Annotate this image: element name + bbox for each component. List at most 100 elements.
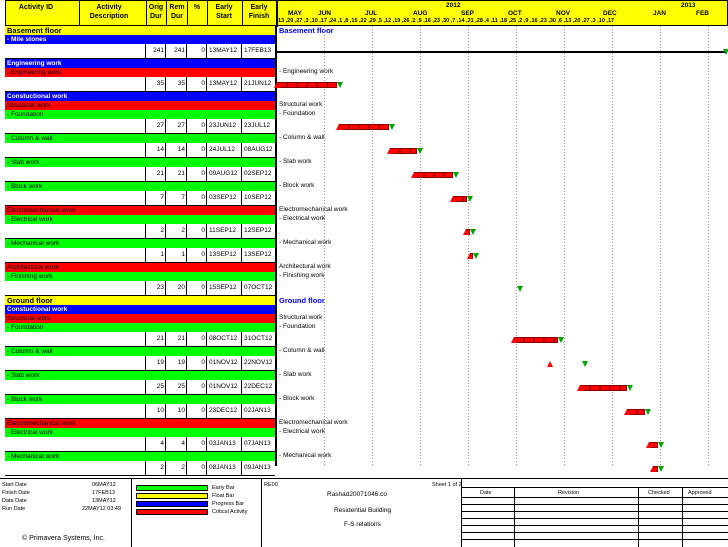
group-band[interactable]: - Engineering work: [5, 68, 275, 77]
header-rem-dur[interactable]: Rem Dur: [169, 4, 185, 20]
report-code: RE00: [264, 482, 278, 488]
legend-early-bar: Early Bar: [212, 485, 235, 491]
group-band[interactable]: - Electrical work: [5, 428, 275, 437]
activity-row[interactable]: 25 25 0 01NOV12 22DEC12: [5, 380, 275, 395]
group-band[interactable]: - Mechanical work: [5, 452, 275, 461]
cell-start: 01NOV12: [209, 359, 238, 366]
cell-pct: 0: [201, 284, 205, 291]
activity-row[interactable]: 2 2 0 11SEP12 12SEP12: [5, 224, 275, 239]
header-orig-dur[interactable]: Orig Dur: [148, 4, 164, 20]
activity-row[interactable]: 19 19 0 01NOV12 22NOV12: [5, 356, 275, 371]
header-month: AUG: [413, 10, 428, 17]
cell-rem: 25: [177, 383, 185, 390]
group-band[interactable]: Ground floor: [5, 296, 275, 305]
cell-pct: 0: [201, 47, 205, 54]
cell-start: 03SEP12: [209, 194, 237, 201]
cell-start: 13MAY12: [209, 47, 238, 54]
activity-row[interactable]: 23 20 0 15SEP12 07OCT12: [5, 281, 275, 296]
legend: Early Bar Float Bar Progress Bar Critica…: [132, 479, 262, 547]
run-date-label: Run Date: [2, 506, 26, 512]
group-band[interactable]: - Block work: [5, 395, 275, 404]
header-month: OCT: [508, 10, 522, 17]
gantt-group-label: Structural work: [279, 101, 323, 108]
group-band[interactable]: - Slab work: [5, 371, 275, 380]
gantt-group-label: Basement floor: [279, 26, 334, 35]
gantt-chart[interactable]: Basement floor - Engineering work Structur…: [274, 26, 728, 472]
group-band[interactable]: - Electrical work: [5, 215, 275, 224]
critical-bar[interactable]: [339, 124, 389, 130]
cell-finish: 02SEP12: [244, 170, 272, 177]
finish-triangle: [389, 124, 395, 130]
group-band[interactable]: Basement floor: [5, 26, 275, 35]
critical-bar[interactable]: [580, 385, 627, 391]
header-early-finish[interactable]: Early Finish: [248, 4, 270, 20]
cell-finish: 02JAN13: [244, 407, 271, 414]
header-pct[interactable]: %: [193, 4, 201, 11]
cell-finish: 09JAN13: [244, 464, 271, 471]
milestone-line[interactable]: [277, 51, 726, 53]
group-band[interactable]: - Foundation: [5, 110, 275, 119]
activity-row[interactable]: 4 4 0 03JAN13 07JAN13: [5, 437, 275, 452]
group-band[interactable]: - Mile stones: [5, 35, 275, 44]
cell-finish: 13SEP12: [244, 251, 272, 258]
start-triangle: [463, 229, 469, 235]
cell-start: 09AUG12: [209, 170, 238, 177]
group-band[interactable]: - Column & wall: [5, 134, 275, 143]
finish-triangle: [453, 172, 459, 178]
critical-bar[interactable]: [277, 82, 337, 88]
activity-row[interactable]: 27 27 0 23JUN12 23JUL12: [5, 119, 275, 134]
group-band[interactable]: Electromechanical work: [5, 206, 275, 215]
group-band[interactable]: Constuctional work: [5, 305, 275, 314]
gantt-group-label: - Foundation: [279, 110, 316, 117]
activity-row[interactable]: 14 14 0 24JUL12 08AUG12: [5, 143, 275, 158]
critical-bar[interactable]: [390, 148, 417, 154]
finish-triangle: [627, 385, 633, 391]
cell-start: 01NOV12: [209, 383, 238, 390]
group-band[interactable]: - Mechanical work: [5, 239, 275, 248]
group-band[interactable]: Constuctional work: [5, 92, 275, 101]
group-band[interactable]: Structural work: [5, 314, 275, 323]
group-band[interactable]: Engineering work: [5, 59, 275, 68]
critical-bar[interactable]: [414, 172, 453, 178]
gantt-group-label: - Mechanical work: [279, 452, 332, 459]
header-activity-id[interactable]: Activity ID: [18, 4, 54, 11]
group-band[interactable]: - Block work: [5, 182, 275, 191]
activity-row[interactable]: 7 7 0 03SEP12 10SEP12: [5, 191, 275, 206]
group-band[interactable]: - Slab work: [5, 158, 275, 167]
critical-bar[interactable]: [514, 337, 558, 343]
gantt-group-label: - Engineering work: [279, 68, 334, 75]
activity-row[interactable]: 2 2 0 08JAN13 09JAN13: [5, 461, 275, 476]
cell-rem: 10: [177, 407, 185, 414]
start-date: 06MAY12: [92, 482, 116, 488]
header-year-2013: 2013: [681, 2, 696, 9]
revision-table: Date Revision Checked Approved: [462, 479, 728, 547]
activity-row[interactable]: 241 241 0 13MAY12 17FEB13: [5, 44, 275, 59]
activity-row[interactable]: 1 1 0 13SEP12 13SEP12: [5, 248, 275, 263]
group-band[interactable]: Electromechanical work: [5, 419, 275, 428]
cell-pct: 0: [201, 80, 205, 87]
start-triangle: [336, 124, 342, 130]
cell-finish: 22DEC12: [244, 383, 273, 390]
group-band[interactable]: - Finishing work: [5, 272, 275, 281]
header-activity-description[interactable]: Activity Description: [89, 4, 129, 20]
cell-rem: 7: [181, 194, 185, 201]
activity-row[interactable]: 21 21 0 08OCT12 31OCT12: [5, 332, 275, 347]
start-triangle: [650, 466, 656, 472]
cell-finish: 07JAN13: [244, 440, 271, 447]
group-band[interactable]: Architectural work: [5, 263, 275, 272]
cell-pct: 0: [201, 170, 205, 177]
activity-row[interactable]: 35 35 0 13MAY12 21JUN12: [5, 77, 275, 92]
cell-start: 03JAN13: [209, 440, 236, 447]
finish-triangle: [470, 229, 476, 235]
header-month: DEC: [603, 10, 617, 17]
activity-row[interactable]: 21 21 0 09AUG12 02SEP12: [5, 167, 275, 182]
activity-row[interactable]: 10 10 0 23DEC12 02JAN13: [5, 404, 275, 419]
finish-triangle: [467, 196, 473, 202]
group-band[interactable]: Structural work: [5, 101, 275, 110]
header-days: 13 ,20 ,27 ,3 ,10 ,17 ,24 ,1 ,8 ,15 ,22 …: [278, 18, 615, 24]
project-name: Residential Building: [334, 507, 392, 514]
group-band[interactable]: - Column & wall: [5, 347, 275, 356]
group-band[interactable]: - Foundation: [5, 323, 275, 332]
legend-progress-bar: Progress Bar: [212, 501, 245, 507]
header-early-start[interactable]: Early Start: [215, 4, 233, 20]
